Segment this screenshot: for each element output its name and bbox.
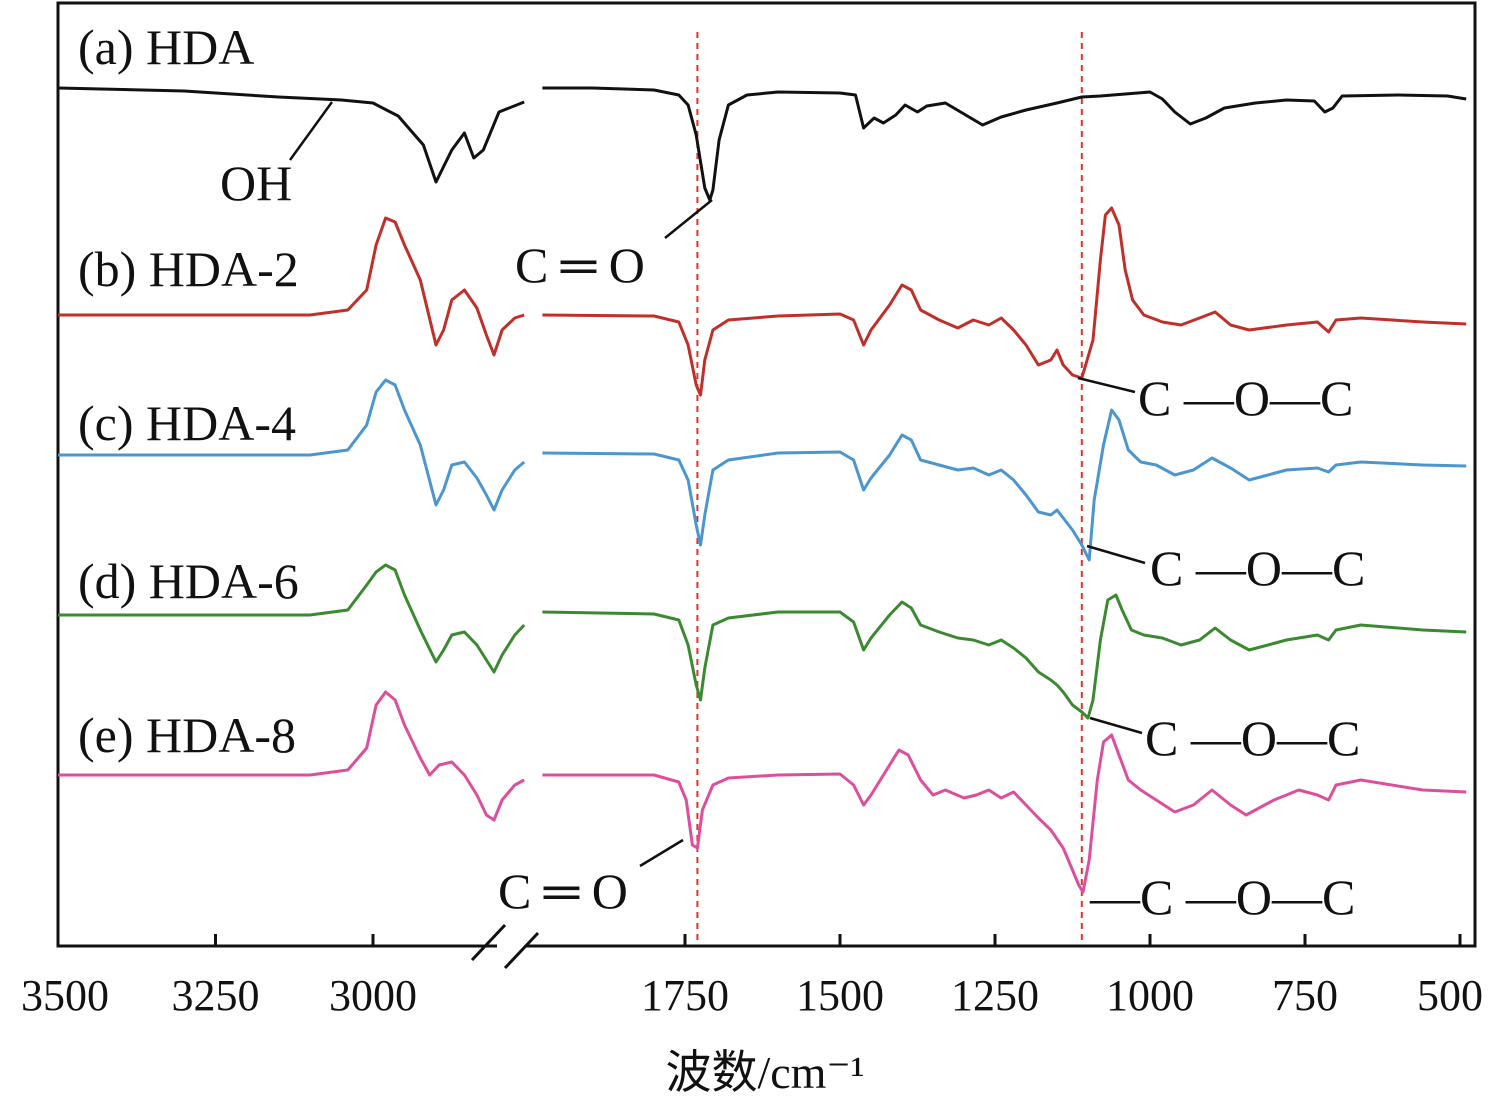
x-tick-label-1000: 1000 xyxy=(1106,971,1194,1020)
series-line-d-segment-2 xyxy=(542,593,1467,720)
annotation-leader-coc-d xyxy=(1089,716,1143,735)
series-label-b: (b) HDA-2 xyxy=(78,241,299,297)
x-tick-label-1750: 1750 xyxy=(641,971,729,1020)
series-line-e-segment-2 xyxy=(542,733,1467,894)
annotation-coc-d: C —O—C xyxy=(1145,710,1360,766)
series-line-a-segment-2 xyxy=(542,86,1467,202)
x-tick-label-750: 750 xyxy=(1272,971,1338,1020)
x-tick-label-3500: 3500 xyxy=(21,971,109,1020)
series-line-d-segment-1 xyxy=(58,563,526,674)
axis-break-gap xyxy=(470,923,540,970)
series-label-a: (a) HDA xyxy=(78,19,254,75)
plot-frame xyxy=(56,1,1477,948)
series-label-c: (c) HDA-4 xyxy=(78,395,296,451)
x-axis-title: 波数/cm⁻¹ xyxy=(665,1047,864,1098)
annotation-coc-e: —C —O—C xyxy=(1089,869,1355,925)
annotation-leader-co-e xyxy=(639,838,684,868)
x-tick-label-3250: 3250 xyxy=(172,971,260,1020)
series-line-e-segment-1 xyxy=(58,690,525,822)
annotation-oh: OH xyxy=(220,155,292,211)
x-tick-label-500: 500 xyxy=(1417,971,1483,1020)
series-label-d: (d) HDA-6 xyxy=(78,553,299,609)
axis-break-mark-2 xyxy=(503,931,540,970)
reference-lines xyxy=(696,32,1083,944)
x-tick-label-1250: 1250 xyxy=(951,971,1039,1020)
series-labels: (a) HDA (b) HDA-2 (c) HDA-4 (d) HDA-6 (e… xyxy=(78,19,299,763)
axis-break-mark-1 xyxy=(470,923,507,962)
annotation-coc-c: C —O—C xyxy=(1150,540,1365,596)
annotation-leader-co-a xyxy=(664,199,713,239)
series-label-e: (e) HDA-8 xyxy=(78,707,296,763)
x-axis-ticks: 3500 3250 3000 1750 1500 1250 1000 750 500 xyxy=(21,934,1483,1020)
series-line-c-segment-2 xyxy=(542,408,1467,562)
series-line-b-segment-1 xyxy=(58,216,525,357)
x-tick-label-1500: 1500 xyxy=(796,971,884,1020)
annotation-leader-coc-b xyxy=(1077,376,1136,394)
annotation-coc-b: C —O—C xyxy=(1138,370,1353,426)
annotation-co-e: C ═ O xyxy=(498,863,628,919)
annotation-leader-oh xyxy=(288,101,334,161)
annotations: OH C ═ O C —O—C C —O—C C —O—C C ═ O —C —… xyxy=(220,101,1365,925)
annotation-leader-coc-c xyxy=(1086,544,1146,565)
series-line-b-segment-2 xyxy=(542,206,1467,397)
series-line-c-segment-1 xyxy=(58,378,526,512)
annotation-co-a: C ═ O xyxy=(515,237,645,293)
x-tick-label-3000: 3000 xyxy=(329,971,417,1020)
spectra-series xyxy=(57,86,1467,894)
series-line-a-segment-1 xyxy=(57,86,525,184)
